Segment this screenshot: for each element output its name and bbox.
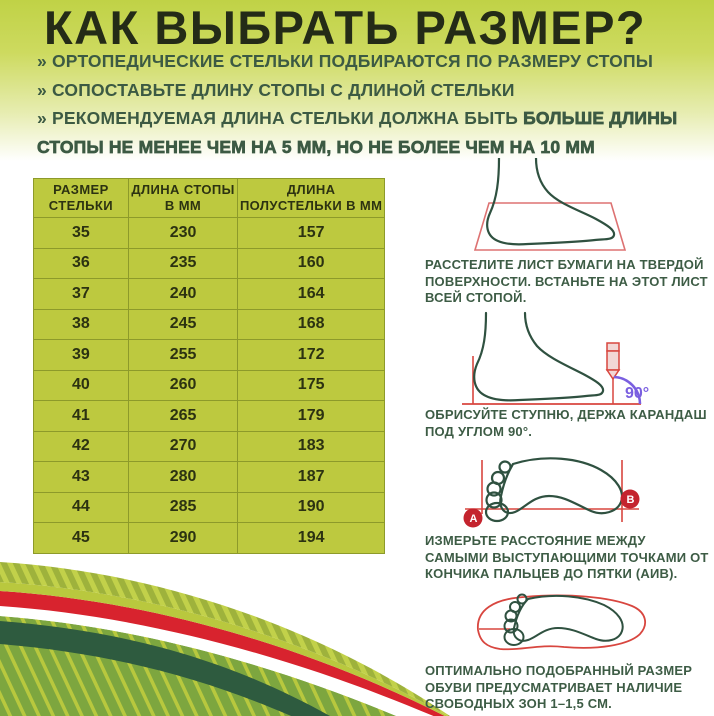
- bullet-text: СОПОСТАВЬТЕ ДЛИНУ СТОПЫ С ДЛИНОЙ СТЕЛЬКИ: [52, 79, 515, 100]
- table-row: 43 280 187: [33, 461, 385, 493]
- bullet-marker: »: [37, 79, 47, 100]
- table-cell: 43: [33, 461, 129, 493]
- table-cell: 40: [33, 369, 129, 401]
- table-cell: 285: [127, 491, 239, 523]
- table-cell: 41: [33, 400, 129, 432]
- wave-top-hatched-band: [0, 562, 450, 716]
- column-header-foot-length: ДЛИНА СТОПЫ В ММ: [127, 178, 239, 218]
- table-cell: 42: [33, 430, 129, 462]
- table-cell: 160: [237, 247, 385, 279]
- table-header-row: РАЗМЕР СТЕЛЬКИ ДЛИНА СТОПЫ В ММ ДЛИНА ПО…: [33, 178, 385, 218]
- bullet-marker: »: [37, 108, 47, 128]
- table-cell: 37: [33, 278, 129, 310]
- marker-a: А: [463, 508, 483, 528]
- table-cell: 157: [237, 217, 385, 249]
- table-cell: 255: [127, 339, 239, 371]
- table-cell: 194: [237, 522, 385, 554]
- table-cell: 172: [237, 339, 385, 371]
- page-title: КАК ВЫБРАТЬ РАЗМЕР?: [44, 1, 647, 54]
- wave-decoration: [0, 562, 450, 716]
- foot-outline: [486, 158, 616, 246]
- column-header-insole-size: РАЗМЕР СТЕЛЬКИ: [33, 178, 129, 218]
- table-row: 41 265 179: [33, 400, 385, 432]
- table-cell: 290: [127, 522, 239, 554]
- table-row: 35 230 157: [33, 217, 385, 249]
- table-cell: 245: [127, 308, 239, 340]
- bullet-text: РЕКОМЕНДУЕМАЯ ДЛИНА СТЕЛЬКИ ДОЛЖНА БЫТЬ: [52, 108, 519, 128]
- header-gradient: [0, 0, 714, 175]
- bullet-item-2: » СОПОСТАВЬТЕ ДЛИНУ СТОПЫ С ДЛИНОЙ СТЕЛЬ…: [37, 76, 692, 105]
- bullet-text: ОРТОПЕДИЧЕСКИЕ СТЕЛЬКИ ПОДБИРАЮТСЯ ПО РА…: [52, 51, 654, 71]
- footprint-outline: [503, 593, 624, 646]
- insole-footprint-figure: [477, 593, 647, 651]
- angle-arc: [613, 375, 642, 405]
- table-cell: 265: [127, 400, 239, 432]
- step-1-caption: РАССТЕЛИТЕ ЛИСТ БУМАГИ НА ТВЕРДОЙ ПОВЕРХ…: [425, 257, 708, 305]
- table-cell: 164: [237, 278, 385, 310]
- column-header-half-insole-length: ДЛИНА ПОЛУСТЕЛЬКИ В ММ: [237, 178, 385, 218]
- table-row: 44 285 190: [33, 491, 385, 523]
- size-table: РАЗМЕР СТЕЛЬКИ ДЛИНА СТОПЫ В ММ ДЛИНА ПО…: [33, 178, 385, 554]
- footprint-a-b-figure: А В: [463, 457, 640, 528]
- table-cell: 190: [237, 491, 385, 523]
- pencil-icon: [605, 342, 621, 404]
- bullet-item-1: » ОРТОПЕДИЧЕСКИЕ СТЕЛЬКИ ПОДБИРАЮТСЯ ПО …: [37, 47, 692, 76]
- table-row: 45 290 194: [33, 522, 385, 554]
- table-cell: 240: [127, 278, 239, 310]
- table-cell: 235: [127, 247, 239, 279]
- table-cell: 187: [237, 461, 385, 493]
- bullet-text-emphasis: БОЛЬШЕ ДЛИНЫ СТОПЫ НЕ МЕНЕЕ ЧЕМ НА 5 ММ,…: [37, 108, 678, 157]
- step-2-caption: ОБРИСУЙТЕ СТУПНЮ, ДЕРЖА КАРАНДАШ ПОД УГЛ…: [425, 407, 707, 439]
- table-cell: 270: [127, 430, 239, 462]
- table-row: 36 235 160: [33, 247, 385, 279]
- table-cell: 36: [33, 247, 129, 279]
- table-cell: 168: [237, 308, 385, 340]
- wave-white-stripe: [0, 606, 434, 716]
- angle-label: 90°: [625, 385, 649, 402]
- table-cell: 230: [127, 217, 239, 249]
- table-cell: 38: [33, 308, 129, 340]
- table-row: 38 245 168: [33, 308, 385, 340]
- bullet-marker: »: [37, 51, 47, 71]
- bullet-item-3: » РЕКОМЕНДУЕМАЯ ДЛИНА СТЕЛЬКИ ДОЛЖНА БЫТ…: [37, 104, 692, 161]
- wave-dark-green-stripe: [0, 621, 330, 716]
- table-row: 39 255 172: [33, 339, 385, 371]
- table-cell: 44: [33, 491, 129, 523]
- bullet-list: » ОРТОПЕДИЧЕСКИЕ СТЕЛЬКИ ПОДБИРАЮТСЯ ПО …: [37, 47, 692, 161]
- footprint-outline: [484, 457, 624, 523]
- marker-b: В: [620, 489, 640, 509]
- table-cell: 45: [33, 522, 129, 554]
- table-cell: 179: [237, 400, 385, 432]
- table-cell: 175: [237, 369, 385, 401]
- insole-outline: [477, 594, 647, 651]
- svg-text:А: А: [470, 513, 478, 525]
- step-3-caption: ИЗМЕРЬТЕ РАССТОЯНИЕ МЕЖДУ САМЫМИ ВЫСТУПА…: [425, 533, 709, 581]
- foot-on-paper-figure: [473, 158, 627, 251]
- table-row: 37 240 164: [33, 278, 385, 310]
- foot-with-pencil-figure: 90°: [462, 311, 649, 405]
- foot-outline: [473, 311, 605, 402]
- table-cell: 183: [237, 430, 385, 462]
- svg-text:В: В: [627, 494, 635, 506]
- table-row: 42 270 183: [33, 430, 385, 462]
- table-cell: 280: [127, 461, 239, 493]
- wave-red-stripe: [0, 591, 445, 716]
- table-cell: 39: [33, 339, 129, 371]
- step-4-caption: ОПТИМАЛЬНО ПОДОБРАННЫЙ РАЗМЕР ОБУВИ ПРЕД…: [425, 663, 693, 711]
- table-cell: 260: [127, 369, 239, 401]
- table-row: 40 260 175: [33, 369, 385, 401]
- table-cell: 35: [33, 217, 129, 249]
- paper-sheet: [473, 202, 627, 251]
